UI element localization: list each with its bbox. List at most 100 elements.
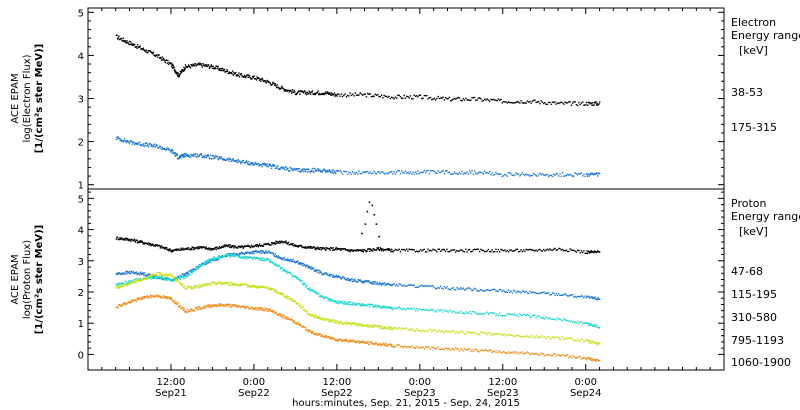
data-point <box>355 340 357 343</box>
data-point <box>130 301 132 303</box>
data-point <box>231 245 233 247</box>
data-point <box>351 301 354 304</box>
data-point <box>428 172 431 175</box>
data-point <box>196 153 199 155</box>
data-point <box>134 271 136 274</box>
data-point <box>531 100 534 102</box>
data-point <box>383 305 385 307</box>
data-point <box>261 244 263 247</box>
data-point <box>261 252 263 255</box>
data-point <box>158 146 160 149</box>
data-point <box>411 327 413 330</box>
data-point <box>236 247 239 249</box>
data-point <box>561 294 564 296</box>
data-point <box>169 273 172 276</box>
data-point <box>378 327 381 330</box>
data-point <box>216 156 219 158</box>
data-point <box>432 248 434 250</box>
data-point <box>173 66 175 69</box>
data-point <box>408 96 410 99</box>
data-point <box>308 313 310 315</box>
data-point <box>588 101 591 104</box>
data-point <box>507 289 510 291</box>
data-point <box>157 277 159 279</box>
data-point <box>179 281 181 284</box>
data-point <box>485 332 487 334</box>
data-point <box>263 252 266 255</box>
data-point <box>389 343 392 345</box>
data-point <box>231 282 234 285</box>
data-point <box>444 170 447 172</box>
data-point <box>383 94 385 97</box>
data-point <box>325 170 327 172</box>
data-point <box>586 173 588 176</box>
data-point <box>165 295 167 298</box>
data-point <box>501 175 503 178</box>
data-point <box>554 336 556 338</box>
data-point <box>490 174 492 176</box>
data-point <box>175 301 177 303</box>
data-point <box>561 102 564 104</box>
data-point <box>334 301 337 303</box>
data-point <box>507 333 510 336</box>
data-point <box>541 291 544 294</box>
data-point <box>578 340 580 343</box>
data-point <box>125 237 128 239</box>
data-point <box>530 174 532 177</box>
data-point <box>205 64 207 66</box>
data-point <box>339 301 341 303</box>
data-point <box>235 160 237 162</box>
data-point <box>140 280 142 282</box>
data-point <box>366 342 368 344</box>
data-point <box>364 223 367 225</box>
data-point <box>285 242 288 244</box>
data-point <box>455 312 457 314</box>
data-point <box>371 303 373 306</box>
data-point <box>537 354 540 356</box>
data-point <box>504 173 506 176</box>
data-point <box>258 243 261 245</box>
data-point <box>272 252 274 254</box>
data-point <box>211 158 213 160</box>
y-axis-label: log(Proton Flux) <box>22 240 33 319</box>
data-point <box>453 330 456 332</box>
data-point <box>477 333 480 336</box>
data-point <box>453 288 456 291</box>
data-point <box>545 337 547 340</box>
data-point <box>128 271 130 274</box>
data-point <box>328 299 330 301</box>
data-point <box>403 328 405 330</box>
data-point <box>209 306 211 308</box>
data-point <box>373 213 376 216</box>
data-point <box>137 298 140 301</box>
data-point <box>556 173 559 175</box>
data-point <box>348 171 350 173</box>
data-point <box>357 250 360 252</box>
data-point <box>250 161 253 164</box>
data-point <box>526 174 529 176</box>
data-point <box>219 281 221 284</box>
data-point <box>378 235 380 238</box>
data-point <box>319 171 322 173</box>
data-point <box>262 251 265 253</box>
data-point <box>402 248 404 251</box>
data-point <box>291 319 294 321</box>
data-point <box>460 99 462 102</box>
data-point <box>493 250 496 253</box>
data-point <box>314 168 316 170</box>
data-point <box>226 244 228 246</box>
data-point <box>534 353 536 355</box>
data-point <box>470 288 472 290</box>
data-point <box>360 303 362 306</box>
data-point <box>390 307 393 310</box>
data-point <box>162 58 164 61</box>
data-point <box>313 92 316 95</box>
series-47-68 <box>115 236 601 255</box>
data-point <box>307 93 310 95</box>
data-point <box>359 279 361 281</box>
data-point <box>181 249 184 251</box>
data-point <box>468 287 471 289</box>
data-point <box>532 353 535 355</box>
data-point <box>123 285 125 287</box>
data-point <box>413 330 415 332</box>
